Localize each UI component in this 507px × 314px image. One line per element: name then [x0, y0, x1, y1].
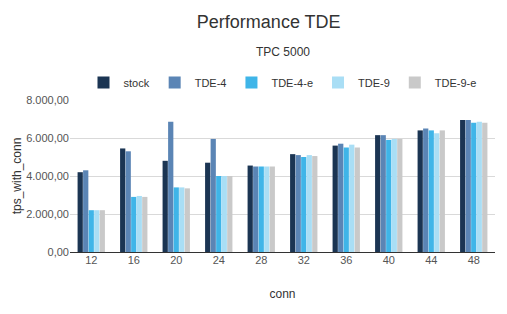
- svg-text:4.000,00: 4.000,00: [26, 170, 69, 182]
- svg-text:TDE-9: TDE-9: [358, 77, 390, 89]
- svg-text:48: 48: [468, 254, 480, 266]
- svg-text:Performance TDE: Performance TDE: [197, 12, 341, 32]
- svg-text:TPC 5000: TPC 5000: [256, 45, 310, 59]
- svg-text:TDE-4-e: TDE-4-e: [271, 77, 313, 89]
- svg-text:conn: conn: [269, 287, 295, 301]
- svg-text:stock: stock: [124, 77, 150, 89]
- svg-text:tps_with_conn: tps_with_conn: [10, 138, 24, 215]
- svg-text:0,00: 0,00: [48, 246, 69, 258]
- svg-text:TDE-4: TDE-4: [195, 77, 227, 89]
- svg-text:28: 28: [255, 254, 267, 266]
- svg-text:40: 40: [383, 254, 395, 266]
- svg-text:8.000,00: 8.000,00: [26, 94, 69, 106]
- svg-text:24: 24: [213, 254, 225, 266]
- svg-text:2.000,00: 2.000,00: [26, 208, 69, 220]
- svg-text:6.000,00: 6.000,00: [26, 132, 69, 144]
- svg-text:44: 44: [425, 254, 437, 266]
- svg-text:32: 32: [298, 254, 310, 266]
- svg-text:20: 20: [170, 254, 182, 266]
- svg-text:TDE-9-e: TDE-9-e: [435, 77, 477, 89]
- svg-text:12: 12: [85, 254, 97, 266]
- svg-text:36: 36: [340, 254, 352, 266]
- svg-text:16: 16: [128, 254, 140, 266]
